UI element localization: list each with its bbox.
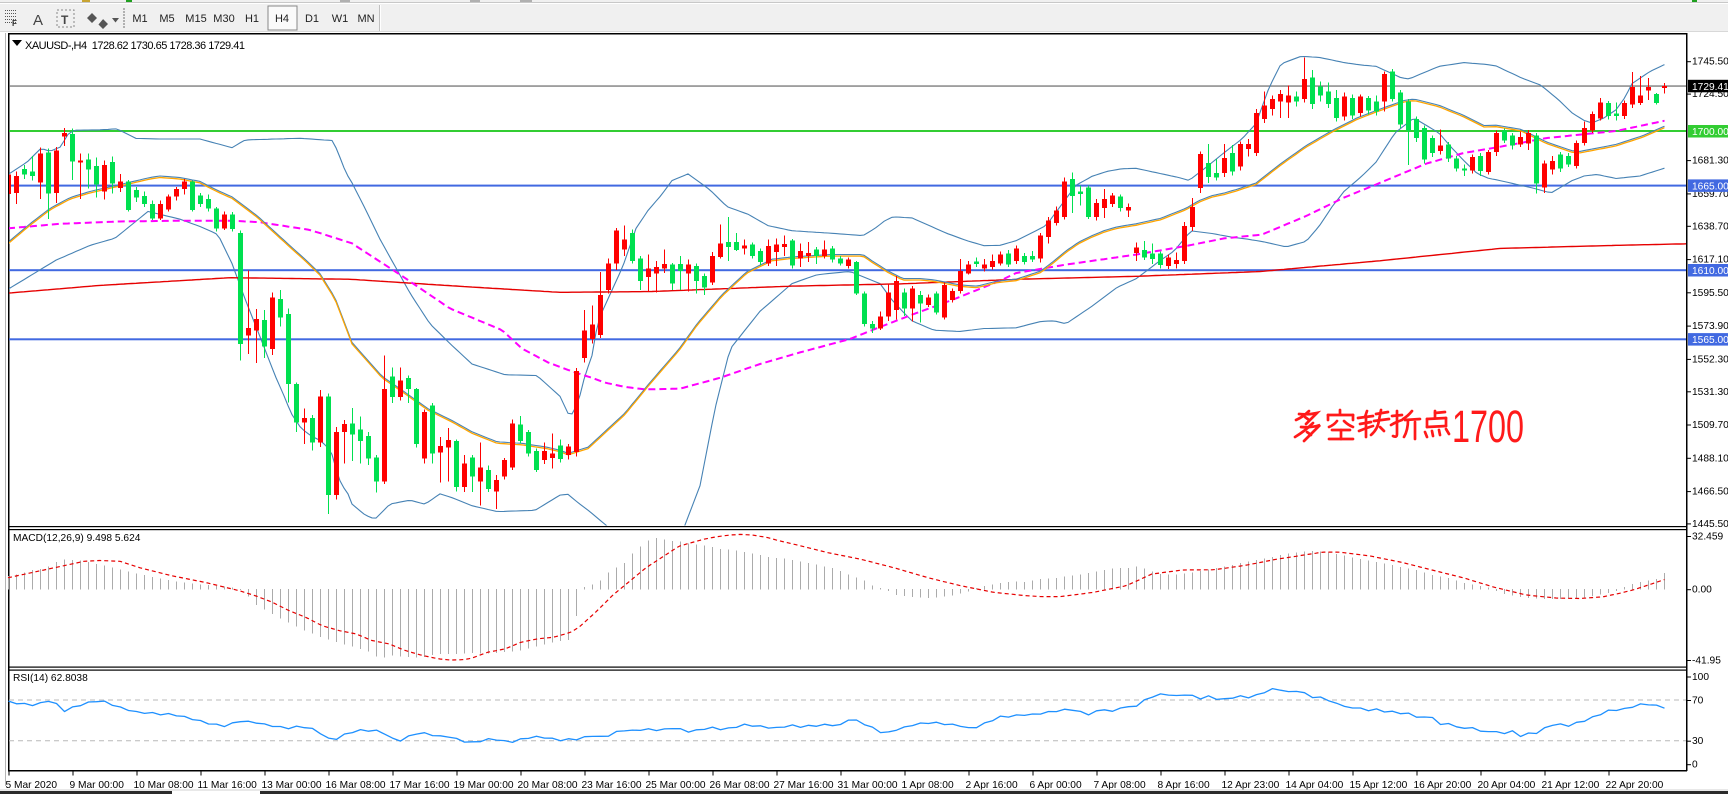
svg-text:1617.10: 1617.10 (1692, 255, 1728, 266)
svg-text:25 Mar 00:00: 25 Mar 00:00 (646, 780, 706, 791)
svg-text:16 Apr 20:00: 16 Apr 20:00 (1414, 780, 1472, 791)
svg-text:15 Apr 12:00: 15 Apr 12:00 (1350, 780, 1408, 791)
svg-text:19 Mar 00:00: 19 Mar 00:00 (454, 780, 514, 791)
svg-text:20 Apr 04:00: 20 Apr 04:00 (1478, 780, 1536, 791)
svg-text:1745.50: 1745.50 (1692, 57, 1728, 68)
svg-text:1665.00: 1665.00 (1692, 181, 1728, 192)
svg-text:9 Mar 00:00: 9 Mar 00:00 (70, 780, 125, 791)
svg-text:1531.30: 1531.30 (1692, 387, 1728, 398)
svg-text:T: T (61, 13, 69, 27)
svg-text:1659.70: 1659.70 (1692, 189, 1728, 200)
svg-text:20 Mar 08:00: 20 Mar 08:00 (518, 780, 578, 791)
svg-text:2 Apr 16:00: 2 Apr 16:00 (966, 780, 1018, 791)
svg-text:27 Mar 16:00: 27 Mar 16:00 (774, 780, 834, 791)
svg-text:32.459: 32.459 (1692, 532, 1723, 543)
svg-text:100: 100 (1692, 672, 1709, 683)
svg-text:21 Apr 12:00: 21 Apr 12:00 (1542, 780, 1600, 791)
svg-text:5 Mar 2020: 5 Mar 2020 (6, 780, 58, 791)
svg-text:H4: H4 (275, 13, 289, 25)
svg-text:1565.00: 1565.00 (1692, 335, 1728, 346)
svg-text:M1: M1 (132, 13, 147, 25)
svg-text:F: F (12, 19, 17, 28)
svg-text:1595.50: 1595.50 (1692, 288, 1728, 299)
svg-text:0.00: 0.00 (1692, 585, 1712, 596)
svg-text:1 Apr 08:00: 1 Apr 08:00 (902, 780, 954, 791)
svg-text:RSI(14) 62.8038: RSI(14) 62.8038 (13, 673, 88, 684)
svg-text:7 Apr 08:00: 7 Apr 08:00 (1094, 780, 1146, 791)
svg-text:1573.90: 1573.90 (1692, 321, 1728, 332)
svg-text:14 Apr 04:00: 14 Apr 04:00 (1286, 780, 1344, 791)
svg-text:6 Apr 00:00: 6 Apr 00:00 (1030, 780, 1082, 791)
svg-text:1638.70: 1638.70 (1692, 221, 1728, 232)
svg-text:M15: M15 (185, 13, 206, 25)
svg-text:13 Mar 00:00: 13 Mar 00:00 (262, 780, 322, 791)
svg-text:70: 70 (1692, 696, 1704, 707)
svg-text:1681.30: 1681.30 (1692, 156, 1728, 167)
svg-text:W1: W1 (332, 13, 349, 25)
svg-text:1724.50: 1724.50 (1692, 89, 1728, 100)
svg-text:17 Mar 16:00: 17 Mar 16:00 (390, 780, 450, 791)
svg-text:8 Apr 16:00: 8 Apr 16:00 (1158, 780, 1210, 791)
svg-text:31 Mar 00:00: 31 Mar 00:00 (838, 780, 898, 791)
svg-text:30: 30 (1692, 736, 1704, 747)
svg-text:26 Mar 08:00: 26 Mar 08:00 (710, 780, 770, 791)
svg-text:10 Mar 08:00: 10 Mar 08:00 (134, 780, 194, 791)
svg-text:1488.10: 1488.10 (1692, 453, 1728, 464)
svg-text:16 Mar 08:00: 16 Mar 08:00 (326, 780, 386, 791)
svg-text:MACD(12,26,9) 9.498 5.624: MACD(12,26,9) 9.498 5.624 (13, 533, 141, 544)
svg-text:MN: MN (357, 13, 374, 25)
svg-text:0: 0 (1692, 760, 1698, 771)
svg-text:1729.41: 1729.41 (1692, 82, 1728, 93)
svg-text:1509.70: 1509.70 (1692, 420, 1728, 431)
svg-text:M30: M30 (213, 13, 234, 25)
svg-text:1610.00: 1610.00 (1692, 266, 1728, 277)
svg-text:1466.50: 1466.50 (1692, 487, 1728, 498)
svg-text:23 Mar 16:00: 23 Mar 16:00 (582, 780, 642, 791)
svg-text:D1: D1 (305, 13, 319, 25)
svg-text:12 Apr 23:00: 12 Apr 23:00 (1222, 780, 1280, 791)
svg-text:1552.30: 1552.30 (1692, 354, 1728, 365)
svg-text:1445.50: 1445.50 (1692, 519, 1728, 530)
svg-text:A: A (33, 12, 43, 29)
svg-text:XAUUSD-,H4 1728.62 1730.65 17: XAUUSD-,H4 1728.62 1730.65 1728.36 1729.… (25, 40, 245, 52)
svg-text:1700.00: 1700.00 (1692, 127, 1728, 138)
svg-text:22 Apr 20:00: 22 Apr 20:00 (1606, 780, 1664, 791)
svg-text:11 Mar 16:00: 11 Mar 16:00 (198, 780, 258, 791)
svg-text:1700: 1700 (1452, 401, 1524, 452)
svg-text:M5: M5 (159, 13, 174, 25)
svg-text:-41.95: -41.95 (1692, 656, 1721, 667)
svg-text:H1: H1 (245, 13, 259, 25)
